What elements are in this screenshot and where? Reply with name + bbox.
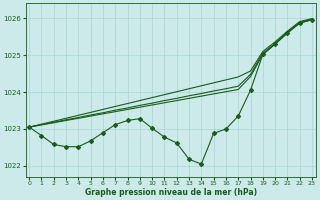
X-axis label: Graphe pression niveau de la mer (hPa): Graphe pression niveau de la mer (hPa) [84,188,257,197]
